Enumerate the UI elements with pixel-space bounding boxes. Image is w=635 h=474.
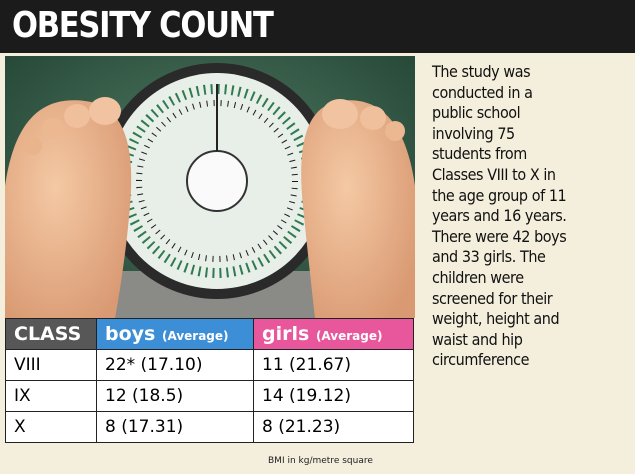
footnote: BMI in kg/metre square — [268, 456, 373, 466]
text-line: involving 75 — [432, 123, 515, 143]
table-cell: X — [5, 411, 97, 443]
title-bar: OBESITY COUNT — [0, 0, 635, 53]
table-cell: 12 (18.5) — [96, 380, 254, 412]
text-line: Classes VIII to X in — [432, 164, 556, 184]
title: OBESITY COUNT — [12, 5, 274, 46]
table-cell: 8 (17.31) — [96, 411, 254, 443]
text-line: The study was — [432, 62, 531, 81]
text-line: conducted in a — [432, 82, 533, 102]
header-label: CLASS — [14, 323, 82, 345]
photo — [5, 56, 415, 318]
text-line: years and 16 years. — [432, 206, 567, 226]
text-line: and 33 girls. The — [432, 247, 546, 267]
sidebar-text: The study was conducted in a public school… — [432, 62, 632, 371]
text-line: There were 42 boys — [432, 226, 567, 246]
table-cell: 8 (21.23) — [253, 411, 414, 443]
header-cell: boys (Average) — [96, 318, 254, 350]
table-cell: 22* (17.10) — [96, 349, 254, 381]
header-note: (Average) — [315, 329, 383, 343]
table-cell: 14 (19.12) — [253, 380, 414, 412]
table-row: IX 12 (18.5) 14 (19.12) — [5, 380, 414, 412]
header-cell: girls (Average) — [253, 318, 414, 350]
header-label: boys — [105, 323, 156, 345]
text-line: public school — [432, 103, 521, 123]
table-body: VIII 22* (17.10) 11 (21.67) IX 12 (18.5) 14 (… — [5, 349, 414, 443]
text-line: waist and hip — [432, 329, 523, 349]
table: CLASS boys (Average) girls (Average) VII… — [5, 318, 414, 443]
header-note: (Average) — [161, 329, 229, 343]
table-row: VIII 22* (17.10) 11 (21.67) — [5, 349, 414, 381]
table-cell: VIII — [5, 349, 97, 381]
text-line: circumference — [432, 350, 530, 370]
text-line: the age group of 11 — [432, 185, 567, 205]
text-line: students from — [432, 144, 527, 164]
text-line: screened for their — [432, 288, 553, 308]
header-label: girls — [262, 323, 310, 345]
text-line: children were — [432, 267, 524, 287]
header-row: CLASS boys (Average) girls (Average) — [5, 318, 414, 350]
table-cell: 11 (21.67) — [253, 349, 414, 381]
table-cell: IX — [5, 380, 97, 412]
text-line: weight, height and — [432, 309, 560, 329]
header-cell: CLASS — [5, 318, 97, 350]
